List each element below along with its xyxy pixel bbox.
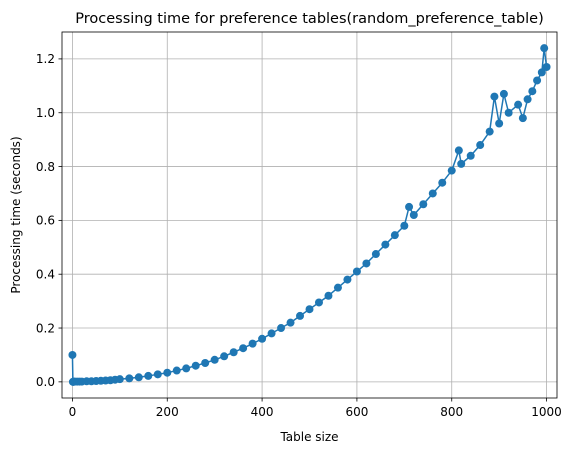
data-point bbox=[390, 231, 399, 240]
plot-frame bbox=[61, 31, 558, 399]
data-point bbox=[210, 355, 219, 364]
data-point bbox=[518, 114, 527, 123]
grid-layer bbox=[62, 32, 557, 398]
series-line bbox=[71, 47, 548, 383]
data-layer bbox=[68, 44, 551, 386]
data-point bbox=[476, 141, 485, 150]
data-point bbox=[490, 92, 499, 101]
data-point bbox=[267, 329, 276, 338]
data-point bbox=[248, 339, 257, 348]
data-point bbox=[134, 373, 143, 382]
data-point bbox=[182, 364, 191, 373]
data-point bbox=[258, 334, 267, 343]
y-tick-label: 0.2 bbox=[36, 321, 55, 335]
data-point bbox=[153, 370, 162, 379]
y-tick-label: 0.8 bbox=[36, 160, 55, 174]
tick-layer: 0 200 400 600 800 1000 0.0 0.2 0.4 0.6 0.8 1.0 1.2 bbox=[36, 52, 562, 419]
data-point bbox=[172, 366, 181, 375]
x-tick-label: 800 bbox=[440, 405, 463, 419]
x-tick-label: 0 bbox=[69, 405, 77, 419]
y-tick-label: 0.4 bbox=[36, 268, 55, 282]
data-point bbox=[419, 200, 428, 209]
data-point bbox=[533, 76, 542, 85]
x-tick-label: 200 bbox=[156, 405, 179, 419]
data-point bbox=[537, 68, 546, 77]
data-point bbox=[239, 344, 248, 353]
data-point bbox=[68, 350, 77, 359]
data-point bbox=[409, 211, 418, 219]
data-point bbox=[352, 267, 361, 276]
data-point bbox=[499, 89, 508, 98]
data-point bbox=[540, 44, 549, 53]
data-point bbox=[144, 371, 153, 380]
data-point bbox=[191, 361, 200, 370]
data-point bbox=[163, 368, 172, 377]
data-point bbox=[495, 119, 504, 128]
y-axis-label: Processing time (seconds) bbox=[9, 136, 23, 293]
data-point bbox=[405, 202, 414, 211]
data-point bbox=[305, 305, 314, 314]
data-point bbox=[125, 374, 134, 383]
chart-title: Processing time for preference tables(ra… bbox=[75, 11, 544, 27]
y-tick-label: 1.0 bbox=[36, 106, 55, 120]
x-tick-label: 600 bbox=[345, 405, 368, 419]
data-point bbox=[504, 108, 513, 117]
y-tick-label: 1.2 bbox=[36, 52, 55, 66]
data-point bbox=[485, 127, 494, 136]
data-point bbox=[447, 166, 456, 175]
data-point bbox=[523, 95, 532, 104]
data-point bbox=[286, 318, 295, 327]
data-point bbox=[371, 250, 380, 259]
data-point bbox=[457, 159, 466, 168]
data-point bbox=[324, 291, 333, 300]
data-point bbox=[466, 151, 475, 160]
data-point bbox=[277, 324, 286, 333]
data-point bbox=[201, 359, 210, 368]
data-point bbox=[220, 352, 229, 361]
y-tick-label: 0.6 bbox=[36, 214, 55, 228]
y-tick-label: 0.0 bbox=[36, 375, 55, 389]
data-point bbox=[528, 87, 537, 96]
data-point bbox=[343, 275, 352, 284]
data-point bbox=[115, 375, 124, 384]
data-point bbox=[454, 146, 463, 155]
data-point bbox=[333, 283, 342, 292]
data-point bbox=[542, 62, 551, 71]
data-point bbox=[381, 240, 390, 249]
data-point bbox=[428, 189, 437, 198]
data-point bbox=[296, 311, 305, 320]
x-tick-label: 1000 bbox=[531, 405, 562, 419]
x-tick-label: 400 bbox=[251, 405, 274, 419]
data-point bbox=[314, 298, 323, 307]
x-axis-label: Table size bbox=[279, 430, 338, 444]
data-point bbox=[229, 348, 238, 357]
data-point bbox=[362, 259, 371, 268]
data-point bbox=[438, 178, 447, 187]
data-point bbox=[514, 100, 523, 109]
data-point bbox=[400, 221, 409, 230]
